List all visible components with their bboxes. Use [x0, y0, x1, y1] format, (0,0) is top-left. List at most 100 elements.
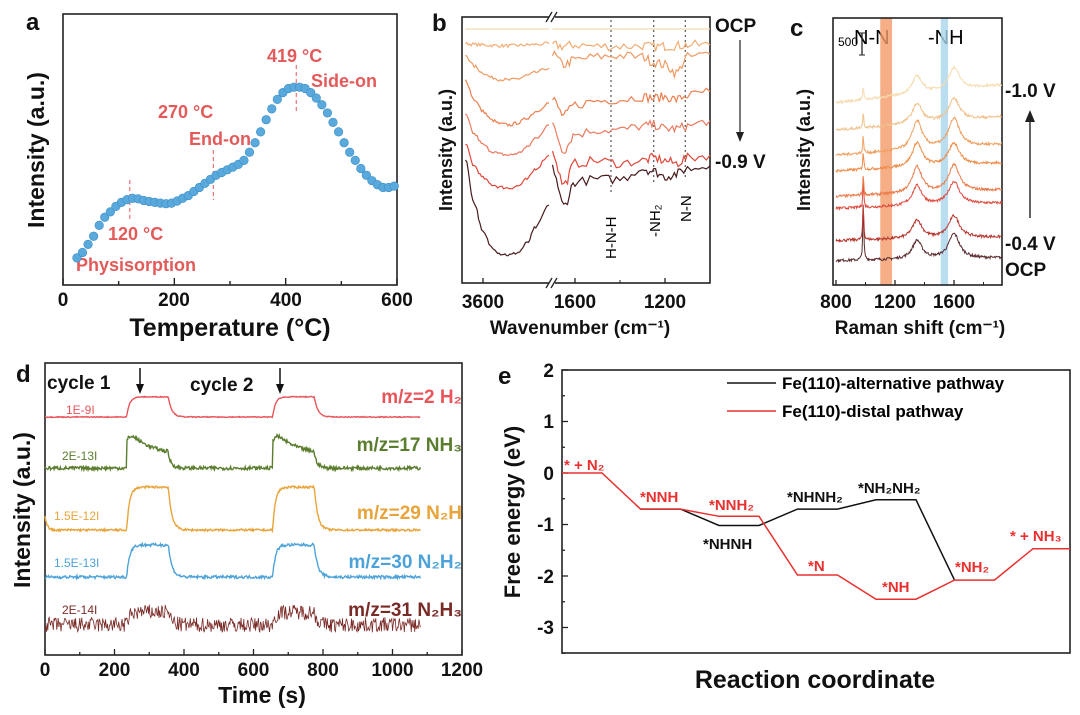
step-label: *NHNH [703, 536, 752, 553]
panel-c-raman-spectra: Intensity (a.u.) Raman shift (cm⁻¹) 800 … [794, 17, 1056, 339]
x-tick-label: 800 [307, 660, 339, 681]
plot-frame [561, 369, 1071, 654]
series-label: m/z=2 H₂ [381, 387, 462, 408]
axis-break-gap [549, 12, 555, 22]
highlight-band [940, 18, 949, 285]
step-label: *NNH [640, 489, 678, 506]
scale-bar-label: 500 [838, 35, 858, 49]
annotation-label: Physisorption [76, 255, 196, 275]
raman-spectrum [835, 96, 1003, 132]
series-label: m/z=30 N₂H₂ [348, 552, 462, 573]
x-axis-label: Wavenumber (cm⁻¹) [490, 318, 670, 339]
y-axis-label: Intensity (a.u.) [436, 89, 456, 211]
x-axis-label: Temperature (°C) [129, 314, 330, 342]
data-point [83, 239, 93, 249]
spectrum-right-segment [552, 39, 711, 52]
x-tick-label: 200 [158, 290, 190, 311]
data-point [105, 207, 115, 217]
data-point [311, 93, 321, 103]
axis-break-gap [549, 278, 555, 288]
axis-break-mark [550, 277, 558, 289]
x-tick-label: 200 [99, 660, 131, 681]
energy-pathway-line [562, 472, 1070, 600]
plot-frame [832, 17, 1003, 286]
ms-trace [44, 395, 421, 419]
step-label: *NNH₂ [709, 497, 754, 514]
raman-spectrum [835, 204, 1003, 264]
legend-label: Fe(110)-distal pathway [782, 402, 964, 421]
x-tick-label: 1200 [441, 660, 483, 681]
annotation-label: Side-on [311, 71, 377, 91]
x-tick-label: 1200 [874, 292, 916, 313]
data-point [261, 115, 271, 125]
scale-label: 1.5E-13I [54, 556, 99, 570]
spectrum-right-segment [551, 50, 711, 80]
arrow-head-icon [136, 384, 144, 394]
panel-a-tpd-chart: Intensity (a.u.) Temperature (°C) 0 200 … [23, 13, 413, 342]
x-tick-label: 1600 [933, 292, 975, 313]
series-label: OCP [1005, 260, 1047, 281]
ms-trace [44, 432, 421, 473]
plot-frame [461, 16, 711, 284]
data-point [350, 155, 360, 165]
data-point [328, 117, 338, 127]
ms-trace [44, 541, 421, 581]
x-tick-label: 0 [58, 290, 69, 311]
spectrum-left-segment [465, 143, 550, 190]
arrow-head-icon [736, 132, 744, 142]
scale-label: 2E-14I [62, 603, 97, 617]
spectrum-left-segment [465, 113, 550, 157]
x-tick-label: 1200 [644, 292, 686, 313]
arrow-head-icon [1025, 110, 1035, 122]
arrow-head-icon [276, 384, 284, 394]
ms-trace [44, 484, 421, 534]
panel-label-e: e [498, 363, 511, 390]
x-axis-label: Reaction coordinate [695, 666, 935, 694]
x-axis-label: Raman shift (cm⁻¹) [835, 318, 1006, 339]
step-label: * + NH₃ [1010, 528, 1062, 545]
marker-label: -NH₂ [647, 204, 664, 237]
data-point [306, 87, 316, 98]
series-label-end: -0.9 V [715, 152, 766, 173]
x-tick-label: 400 [168, 660, 200, 681]
data-point [89, 231, 99, 241]
spectrum-right-segment [551, 164, 711, 206]
panel-label-c: c [790, 15, 803, 42]
scale-label: 2E-13I [62, 449, 97, 463]
y-axis-label: Intensity (a.u.) [794, 89, 814, 211]
spectrum-left-segment [464, 79, 550, 127]
data-point [239, 155, 249, 165]
y-tick-label: 1 [543, 412, 554, 433]
axis-break-mark [550, 11, 558, 23]
raman-spectrum [835, 180, 1003, 211]
spectrum-right-segment [551, 150, 711, 186]
axis-break-mark [545, 277, 553, 289]
y-tick-label: -1 [537, 515, 554, 536]
panel-b-ir-spectra: Intensity (a.u.) Wavenumber (cm⁻¹) 3600 … [436, 11, 766, 339]
data-point [94, 220, 104, 230]
series-label: m/z=29 N₂H [357, 503, 462, 524]
annotation-temp: 270 °C [158, 102, 213, 122]
data-point [77, 247, 88, 258]
data-point [356, 163, 366, 174]
x-axis-label: Time (s) [218, 682, 306, 708]
y-tick-label: 2 [543, 361, 554, 382]
data-point [322, 108, 333, 118]
series-label-ocp: OCP [715, 16, 757, 37]
cycle-label: cycle 1 [47, 373, 111, 394]
series-label: -0.4 V [1005, 234, 1056, 255]
y-axis-label: Free energy (eV) [500, 426, 525, 598]
axis-break-mark [545, 11, 553, 23]
data-point [250, 138, 260, 148]
spectrum-right-segment [552, 87, 711, 117]
panel-e-free-energy: Free energy (eV) Reaction coordinate 2 1… [500, 361, 1071, 694]
ms-trace [44, 604, 421, 634]
x-tick-label: 800 [820, 292, 852, 313]
series-label: -1.0 V [1005, 81, 1056, 102]
raman-spectrum [835, 204, 1002, 243]
data-point [100, 212, 110, 222]
raman-spectrum [835, 140, 1003, 173]
panel-label-d: d [16, 361, 31, 388]
data-point [272, 94, 282, 104]
scale-label: 1E-9I [66, 403, 95, 417]
